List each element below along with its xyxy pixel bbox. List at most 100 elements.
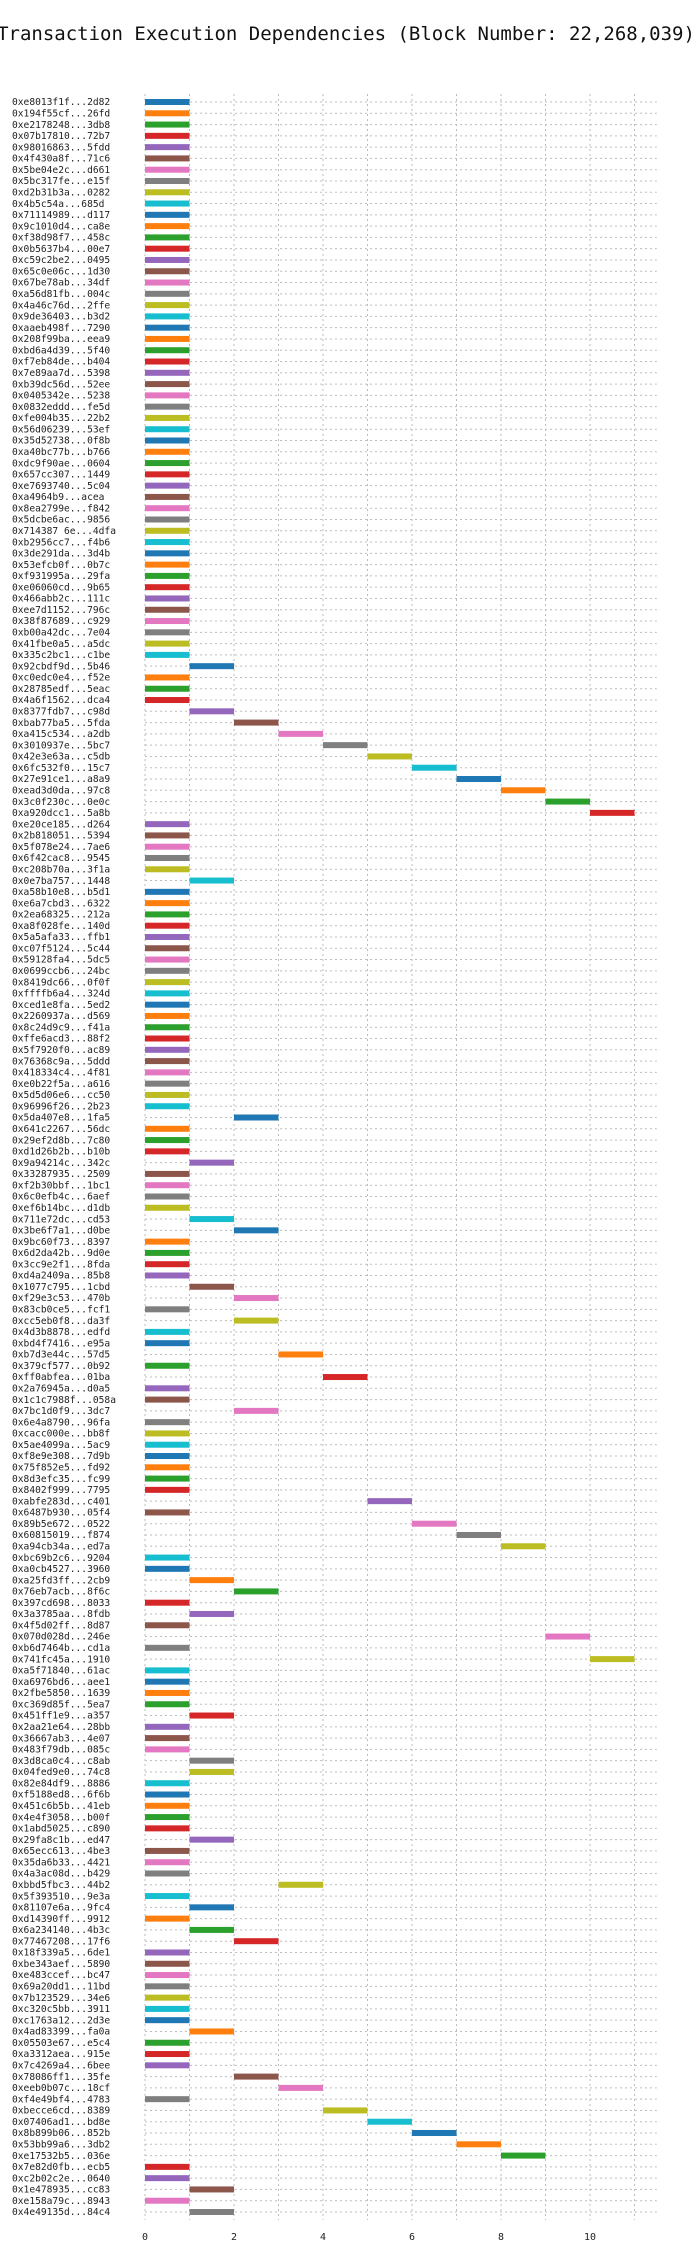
bar — [145, 1012, 190, 1019]
bar — [145, 584, 190, 591]
bar — [189, 1904, 234, 1911]
bar — [145, 866, 190, 873]
y-tick-label: 0xa6976bd6...aee1 — [12, 1677, 110, 1688]
bar — [189, 2028, 234, 2035]
bar — [145, 99, 190, 105]
y-tick-label: 0x451c6b5b...41eb — [12, 1801, 110, 1812]
y-tick-label: 0xd2b31b3a...0282 — [12, 187, 110, 198]
y-tick-label: 0x4f5d02ff...8d87 — [12, 1620, 110, 1631]
y-tick-label: 0xc0edc0e4...f52e — [12, 673, 110, 684]
bar — [145, 1893, 190, 1900]
y-tick-label: 0xb2956cc7...f4b6 — [12, 537, 110, 548]
y-tick-label: 0x2260937a...d569 — [12, 1011, 110, 1022]
bar — [145, 685, 190, 692]
y-tick-label: 0xbd6a4d39...5f40 — [12, 345, 110, 356]
y-tick-label: 0xbe343aef...5890 — [12, 1959, 110, 1970]
bar — [145, 1994, 190, 2001]
bar — [145, 471, 190, 478]
bar — [145, 166, 190, 173]
bar — [501, 787, 546, 794]
bar — [145, 1419, 190, 1426]
y-tick-label: 0xf7eb84de...b404 — [12, 357, 110, 368]
x-tick-label: 4 — [320, 2232, 326, 2243]
bar — [145, 324, 190, 331]
bar — [145, 1238, 190, 1245]
y-tick-label: 0x5f393510...9e3a — [12, 1891, 110, 1902]
y-tick-label: 0x5ae4099a...5ac9 — [12, 1440, 110, 1451]
y-tick-label: 0x4e49135d...84c4 — [12, 2207, 110, 2218]
bar — [145, 2039, 190, 2046]
y-tick-label: 0x2ea68325...212a — [12, 910, 110, 921]
y-tick-label: 0xfe004b35...22b2 — [12, 413, 110, 424]
x-axis-labels: 0 2 4 6 8 10 — [142, 2232, 596, 2243]
bar — [189, 1577, 234, 1584]
bar — [189, 1926, 234, 1933]
y-tick-label: 0x9de36403...b3d2 — [12, 312, 110, 323]
y-tick-label: 0x208f99ba...eea9 — [12, 334, 110, 345]
bar — [234, 1588, 279, 1595]
y-tick-label: 0xabfe283d...c401 — [12, 1496, 110, 1507]
y-tick-label: 0x5f7920f0...ac89 — [12, 1045, 110, 1056]
bar — [145, 358, 190, 365]
y-tick-label: 0xe2178248...3db8 — [12, 120, 110, 131]
y-tick-label: 0xcc5eb0f8...da3f — [12, 1316, 110, 1327]
y-tick-label: 0x8419dc66...0f0f — [12, 977, 110, 988]
bar — [189, 2186, 234, 2193]
bar — [145, 189, 190, 196]
bar — [145, 1170, 190, 1177]
bar — [145, 1069, 190, 1076]
y-tick-label: 0xc59c2be2...0495 — [12, 255, 110, 266]
y-tick-label: 0xc208b70a...3f1a — [12, 864, 110, 875]
bar — [145, 1453, 190, 1460]
y-tick-label: 0x6c0efb4c...6aef — [12, 1192, 110, 1203]
y-tick-label: 0x07406ad1...bd8e — [12, 2117, 110, 2128]
bar — [145, 1847, 190, 1854]
y-tick-label: 0x67be78ab...34df — [12, 278, 110, 289]
y-tick-label: 0xa920dcc1...5a8b — [12, 808, 110, 819]
y-tick-label: 0x6a234140...4b3c — [12, 1925, 110, 1936]
y-tick-label: 0x418334c4...4f81 — [12, 1068, 110, 1079]
y-tick-label: 0x60815019...f874 — [12, 1530, 110, 1541]
y-tick-label: 0x7bc1d0f9...3dc7 — [12, 1406, 110, 1417]
y-tick-label: 0x5d5d06e6...cc50 — [12, 1090, 110, 1101]
bar — [145, 2062, 190, 2069]
y-tick-label: 0xeeb0b07c...18cf — [12, 2083, 110, 2094]
gridlines — [144, 94, 657, 2220]
y-tick-label: 0xa4964b9...acea — [12, 492, 104, 503]
y-tick-label: 0x5be04e2c...d661 — [12, 165, 110, 176]
x-tick-label: 6 — [409, 2232, 415, 2243]
bar — [323, 742, 368, 749]
y-tick-label: 0x0832eddd...fe5d — [12, 402, 110, 413]
y-tick-label: 0x5a5afa33...ffb1 — [12, 932, 110, 943]
y-tick-label: 0x07b17810...72b7 — [12, 131, 110, 142]
y-tick-label: 0xc369d85f...5ea7 — [12, 1699, 110, 1710]
bar — [145, 256, 190, 263]
y-tick-label: 0xe6a7cbd3...6322 — [12, 898, 110, 909]
y-tick-label: 0x78086ff1...35fe — [12, 2072, 110, 2083]
y-tick-label: 0x6487b930...05f4 — [12, 1508, 110, 1519]
y-tick-label: 0x3010937e...5bc7 — [12, 740, 110, 751]
bar — [189, 663, 234, 670]
bar — [145, 618, 190, 625]
bar — [145, 1182, 190, 1189]
y-tick-label: 0x5da407e8...1fa5 — [12, 1113, 110, 1124]
plot-area — [145, 99, 635, 2215]
bar — [367, 1498, 412, 1505]
y-tick-label: 0xc1763a12...2d3e — [12, 2015, 110, 2026]
y-tick-label: 0x4a46c76d...2ffe — [12, 300, 110, 311]
y-tick-label: 0x0699ccb6...24bc — [12, 966, 110, 977]
y-tick-label: 0xbc69b2c6...9204 — [12, 1553, 110, 1564]
bar — [234, 1317, 279, 1324]
y-tick-label: 0x5f078e24...7ae6 — [12, 842, 110, 853]
y-tick-label: 0xbbd5fbc3...44b2 — [12, 1880, 110, 1891]
bar — [145, 843, 190, 850]
y-tick-label: 0x3d8ca0c4...c8ab — [12, 1756, 110, 1767]
y-tick-label: 0x8ea2799e...f842 — [12, 503, 110, 514]
bar — [145, 888, 190, 895]
y-tick-label: 0x69a20dd1...11bd — [12, 1982, 110, 1993]
bar — [145, 245, 190, 252]
bar — [145, 132, 190, 139]
y-tick-label: 0xa40bc77b...b766 — [12, 447, 110, 458]
y-tick-label: 0xe17532b5...036e — [12, 2151, 110, 2162]
bar — [145, 369, 190, 376]
